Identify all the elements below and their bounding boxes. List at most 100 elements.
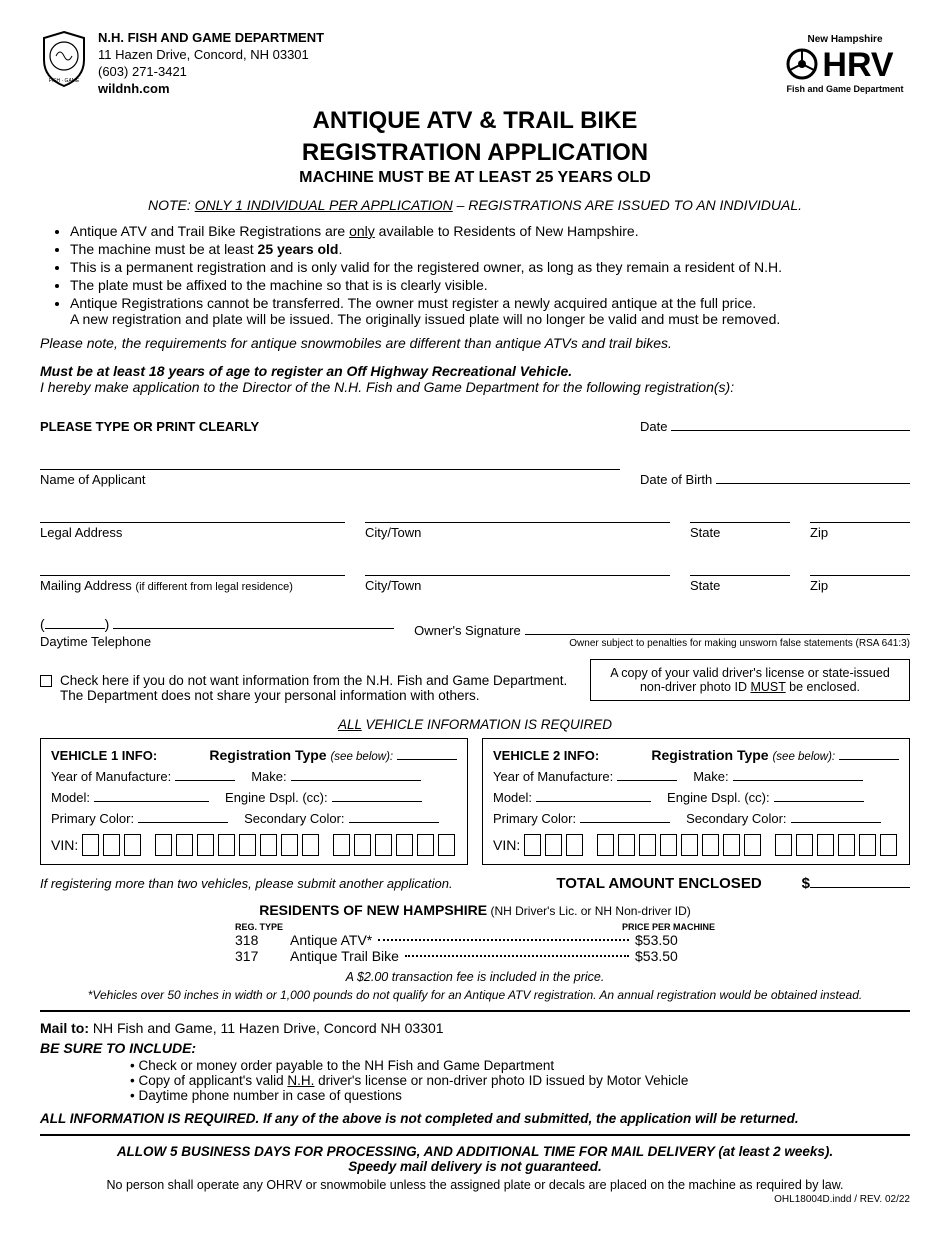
field-mailing-zip[interactable]: Zip bbox=[810, 558, 910, 593]
total-amount[interactable]: $ bbox=[802, 875, 910, 892]
include-list: • Check or money order payable to the NH… bbox=[130, 1058, 910, 1103]
all-info-required: ALL INFORMATION IS REQUIRED. If any of t… bbox=[40, 1111, 910, 1126]
allow-days: ALLOW 5 BUSINESS DAYS FOR PROCESSING, AN… bbox=[40, 1144, 910, 1159]
header-left: FISH · GAME N.H. FISH AND GAME DEPARTMEN… bbox=[40, 30, 324, 98]
header: FISH · GAME N.H. FISH AND GAME DEPARTMEN… bbox=[40, 30, 910, 103]
field-mailing-city[interactable]: City/Town bbox=[365, 558, 670, 593]
title-line2: REGISTRATION APPLICATION bbox=[40, 139, 910, 167]
speedy-note: Speedy mail delivery is not guaranteed. bbox=[40, 1159, 910, 1174]
vehicle-2-box: VEHICLE 2 INFO: Registration Type (see b… bbox=[482, 738, 910, 865]
note-suffix: – REGISTRATIONS ARE ISSUED TO AN INDIVID… bbox=[453, 197, 802, 213]
v1-scolor[interactable]: Secondary Color: bbox=[244, 811, 438, 826]
vehicle-2-title: VEHICLE 2 INFO: bbox=[493, 748, 599, 763]
width-note: *Vehicles over 50 inches in width or 1,0… bbox=[40, 988, 910, 1002]
vehicles-section: VEHICLE 1 INFO: Registration Type (see b… bbox=[40, 738, 910, 865]
divider-1 bbox=[40, 1010, 910, 1012]
nh-seal-icon: FISH · GAME bbox=[40, 30, 88, 88]
id-required-box: A copy of your valid driver's license or… bbox=[590, 659, 910, 701]
field-legal-address[interactable]: Legal Address bbox=[40, 505, 345, 540]
v2-model[interactable]: Model: bbox=[493, 790, 651, 805]
dept-site: wildnh.com bbox=[98, 81, 324, 98]
include-1: • Check or money order payable to the NH… bbox=[130, 1058, 910, 1073]
v2-vin[interactable]: VIN: bbox=[493, 834, 899, 856]
vehicle-1-title: VEHICLE 1 INFO: bbox=[51, 748, 157, 763]
svg-text:Fish and Game Department: Fish and Game Department bbox=[786, 84, 903, 94]
bullet-list: Antique ATV and Trail Bike Registrations… bbox=[70, 223, 910, 327]
dept-info: N.H. FISH AND GAME DEPARTMENT 11 Hazen D… bbox=[98, 30, 324, 98]
svg-text:New Hampshire: New Hampshire bbox=[807, 34, 882, 45]
form-row-phone-sig: () Daytime Telephone Owner's Signature O… bbox=[40, 611, 910, 649]
note-prefix: NOTE: bbox=[148, 197, 195, 213]
dept-addr: 11 Hazen Drive, Concord, NH 03301 bbox=[98, 47, 324, 64]
divider-2 bbox=[40, 1134, 910, 1136]
v2-make[interactable]: Make: bbox=[693, 769, 862, 784]
field-legal-state[interactable]: State bbox=[690, 505, 790, 540]
optout-checkbox[interactable] bbox=[40, 675, 52, 687]
hereby-statement: I hereby make application to the Directo… bbox=[40, 379, 910, 395]
dept-name: N.H. FISH AND GAME DEPARTMENT bbox=[98, 30, 324, 47]
price-header: REG. TYPE PRICE PER MACHINE bbox=[235, 922, 715, 932]
dept-phone: (603) 271-3421 bbox=[98, 64, 324, 81]
bullet-1: Antique ATV and Trail Bike Registrations… bbox=[70, 223, 910, 239]
bullet-4: The plate must be affixed to the machine… bbox=[70, 277, 910, 293]
svg-text:HRV: HRV bbox=[822, 46, 893, 84]
below-vehicles-row: If registering more than two vehicles, p… bbox=[40, 875, 910, 892]
form-row-mailing: Mailing Address (if different from legal… bbox=[40, 558, 910, 593]
include-2: • Copy of applicant's valid N.H. driver'… bbox=[130, 1073, 910, 1088]
v1-year[interactable]: Year of Manufacture: bbox=[51, 769, 235, 784]
price-row-trailbike: 317 Antique Trail Bike $53.50 bbox=[235, 948, 715, 964]
price-row-atv: 318 Antique ATV* $53.50 bbox=[235, 932, 715, 948]
bullet-3: This is a permanent registration and is … bbox=[70, 259, 910, 275]
field-name[interactable]: Name of Applicant bbox=[40, 452, 620, 487]
v1-pcolor[interactable]: Primary Color: bbox=[51, 811, 228, 826]
note-underline: ONLY 1 INDIVIDUAL PER APPLICATION bbox=[195, 197, 453, 213]
optout-row: Check here if you do not want informatio… bbox=[40, 673, 570, 703]
total-label: TOTAL AMOUNT ENCLOSED bbox=[556, 875, 761, 892]
subtitle: MACHINE MUST BE AT LEAST 25 YEARS OLD bbox=[40, 169, 910, 187]
v1-make[interactable]: Make: bbox=[251, 769, 420, 784]
be-sure-header: BE SURE TO INCLUDE: bbox=[40, 1040, 910, 1056]
v2-engine[interactable]: Engine Dspl. (cc): bbox=[667, 790, 864, 805]
fee-note: A $2.00 transaction fee is included in t… bbox=[40, 970, 910, 984]
field-dob[interactable]: Date of Birth bbox=[640, 466, 910, 487]
optout-text: Check here if you do not want informatio… bbox=[60, 673, 570, 703]
field-legal-zip[interactable]: Zip bbox=[810, 505, 910, 540]
v1-vin[interactable]: VIN: bbox=[51, 834, 457, 856]
hrv-logo-icon: New Hampshire HRV Fish and Game Departme… bbox=[780, 30, 910, 100]
field-date[interactable]: Date bbox=[640, 413, 910, 434]
no-person-note: No person shall operate any OHRV or snow… bbox=[40, 1178, 910, 1192]
age-requirement: Must be at least 18 years of age to regi… bbox=[40, 363, 910, 379]
vehicle-1-regtype[interactable]: Registration Type (see below): bbox=[209, 747, 457, 763]
print-clearly: PLEASE TYPE OR PRINT CLEARLY bbox=[40, 419, 620, 434]
hrv-logo: New Hampshire HRV Fish and Game Departme… bbox=[780, 30, 910, 103]
v2-scolor[interactable]: Secondary Color: bbox=[686, 811, 880, 826]
v2-year[interactable]: Year of Manufacture: bbox=[493, 769, 677, 784]
v1-model[interactable]: Model: bbox=[51, 790, 209, 805]
title-line1: ANTIQUE ATV & TRAIL BIKE bbox=[40, 107, 910, 135]
price-table: REG. TYPE PRICE PER MACHINE 318 Antique … bbox=[235, 922, 715, 964]
snowmobile-note: Please note, the requirements for antiqu… bbox=[40, 335, 910, 351]
bullet-2: The machine must be at least 25 years ol… bbox=[70, 241, 910, 257]
form-row-top: PLEASE TYPE OR PRINT CLEARLY Date bbox=[40, 413, 910, 434]
field-daytime-phone[interactable]: () Daytime Telephone bbox=[40, 611, 394, 649]
checkbox-id-row: Check here if you do not want informatio… bbox=[40, 659, 910, 703]
include-3: • Daytime phone number in case of questi… bbox=[130, 1088, 910, 1103]
doc-id: OHL18004D.indd / REV. 02/22 bbox=[40, 1194, 910, 1205]
field-mailing-address[interactable]: Mailing Address (if different from legal… bbox=[40, 558, 345, 593]
bullet-5: Antique Registrations cannot be transfer… bbox=[70, 295, 910, 327]
mail-to: Mail to: NH Fish and Game, 11 Hazen Driv… bbox=[40, 1020, 910, 1036]
vehicle-info-header: ALL VEHICLE INFORMATION IS REQUIRED bbox=[40, 717, 910, 732]
vehicle-1-box: VEHICLE 1 INFO: Registration Type (see b… bbox=[40, 738, 468, 865]
form-row-legal: Legal Address City/Town State Zip bbox=[40, 505, 910, 540]
field-legal-city[interactable]: City/Town bbox=[365, 505, 670, 540]
form-row-name: Name of Applicant Date of Birth bbox=[40, 452, 910, 487]
residents-header: RESIDENTS OF NEW HAMPSHIRE (NH Driver's … bbox=[40, 902, 910, 918]
v1-engine[interactable]: Engine Dspl. (cc): bbox=[225, 790, 422, 805]
field-mailing-state[interactable]: State bbox=[690, 558, 790, 593]
vehicle-2-regtype[interactable]: Registration Type (see below): bbox=[651, 747, 899, 763]
more-vehicles-note: If registering more than two vehicles, p… bbox=[40, 876, 453, 891]
field-signature[interactable]: Owner's Signature Owner subject to penal… bbox=[414, 617, 910, 649]
note-line: NOTE: ONLY 1 INDIVIDUAL PER APPLICATION … bbox=[40, 197, 910, 213]
svg-text:FISH · GAME: FISH · GAME bbox=[49, 78, 80, 84]
v2-pcolor[interactable]: Primary Color: bbox=[493, 811, 670, 826]
